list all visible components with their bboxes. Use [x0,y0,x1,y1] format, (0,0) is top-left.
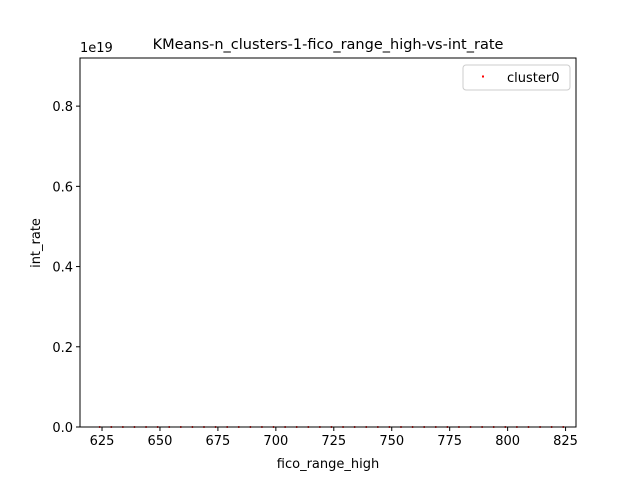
y-axis-ticks: 0.0 0.2 0.4 0.6 0.8 [52,100,80,436]
axes-background [80,58,576,427]
x-tick-label: 750 [379,434,404,449]
legend-box [462,64,571,91]
x-tick-label: 775 [437,434,462,449]
y-tick-label: 0.4 [52,261,73,276]
y-tick-label: 0.2 [52,341,73,356]
plot-area [79,57,577,428]
x-axis-label: fico_range_high [277,457,379,472]
x-tick-label: 700 [263,434,288,449]
axes-frame [79,57,577,428]
legend: cluster0 [462,64,571,91]
x-tick-label: 625 [90,434,115,449]
legend-label: cluster0 [507,71,559,86]
x-tick-label: 800 [495,434,520,449]
y-tick-label: 0.8 [52,100,73,115]
y-tick-label: 0.6 [52,180,73,195]
y-tick-label: 0.0 [52,421,73,436]
x-tick-label: 675 [205,434,230,449]
legend-marker [482,75,484,78]
x-tick-label: 825 [553,434,578,449]
y-axis-offset-label: 1e19 [80,41,113,56]
x-tick-label: 650 [148,434,173,449]
x-tick-label: 725 [321,434,346,449]
y-axis-label: int_rate [29,218,44,268]
x-axis-ticks: 625 650 675 700 725 750 775 800 825 [90,427,578,449]
chart-title: KMeans-n_clusters-1-fico_range_high-vs-i… [153,37,504,53]
